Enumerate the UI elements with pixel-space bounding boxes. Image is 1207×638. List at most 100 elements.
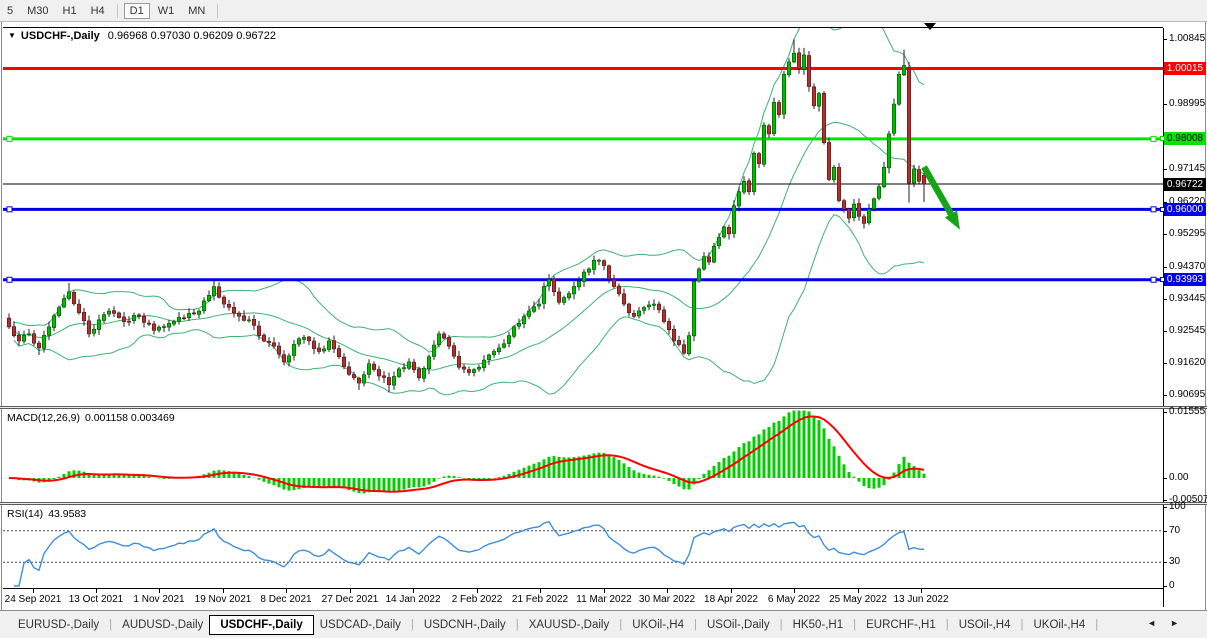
tab-UKOil-H4[interactable]: UKOil-,H4 [1033,618,1086,631]
chart-title: ▼ USDCHF-,Daily 0.96968 0.97030 0.96209 0.… [8,30,276,42]
rsi-indicator-label: RSI(14) 43.9583 [7,508,86,520]
line-handle[interactable] [1160,277,1165,283]
price-badge-0.93993: 0.93993 [1164,273,1206,287]
line-handle[interactable] [6,135,13,142]
rsi-tick-label: 70 [1169,524,1181,536]
axis-tick-mark [1163,562,1167,564]
tab-AUDUSD-Daily[interactable]: AUDUSD-,Daily [122,618,204,631]
trend-arrow-shaft[interactable] [921,165,954,216]
timeframe-button-5[interactable]: 5 [7,4,14,17]
tab-separator: | [619,618,623,631]
window-left-edge [1,22,2,610]
rsi-tick-label: 100 [1169,501,1186,512]
date-tick-label: 25 May 2022 [829,594,887,605]
timeframe-button-D1[interactable]: D1 [123,2,150,19]
tab-separator: | [1095,618,1099,631]
candles [7,39,926,393]
axis-tick-mark [1163,104,1167,106]
date-tick-label: 14 Jan 2022 [385,594,441,605]
tab-USOil-Daily[interactable]: USOil-,Daily [706,618,770,631]
tab-USDCAD-Daily[interactable]: USDCAD-,Daily [319,618,401,631]
line-handle[interactable] [1160,206,1165,212]
tab-USDCNH-Daily[interactable]: USDCNH-,Daily [423,618,506,631]
timeframe-button-H1[interactable]: H1 [62,4,77,17]
bollinger-upper-band [13,28,925,353]
date-tick-mark [540,589,541,593]
axis-tick-mark [1163,586,1167,587]
date-tick-label: 1 Nov 2021 [133,594,185,605]
date-tick-label: 24 Sep 2021 [4,594,62,605]
date-tick-mark [33,589,34,593]
line-handle[interactable] [1150,276,1157,283]
timeframe-button-M30[interactable]: M30 [27,4,49,17]
macd-values: 0.001158 0.003469 [84,412,175,424]
scroll-end-marker-icon[interactable] [924,23,936,30]
line-handle[interactable] [6,276,13,283]
axis-tick-mark [1163,201,1167,203]
line-handle[interactable] [1150,135,1157,142]
price-tick-label: 0.98995 [1169,98,1206,110]
rsi-line [14,520,925,587]
price-chart-canvas[interactable] [3,28,1163,406]
timeframe-button-MN[interactable]: MN [188,4,206,17]
date-tick-mark [794,589,795,593]
line-handle[interactable] [6,206,13,213]
tab-USOil-H4[interactable]: USOil-,H4 [958,618,1011,631]
tab-USDCHF-Daily[interactable]: USDCHF-,Daily [209,614,314,635]
collapse-triangle-icon[interactable]: ▼ [8,31,16,40]
pane-splitter-macd[interactable] [0,406,1207,409]
chart-symbol-label: USDCHF-,Daily [20,30,100,42]
toolbar-separator [217,3,219,18]
line-handle[interactable] [1160,136,1165,142]
date-tick-mark [96,589,97,593]
timeframe-toolbar: 5 M30 H1 H4 D1 W1 MN [0,0,1207,22]
rsi-value: 43.9583 [48,508,87,520]
axis-tick-mark [1163,412,1167,413]
pane-splitter-rsi[interactable] [0,502,1207,505]
time-axis[interactable]: 24 Sep 2021 13 Oct 2021 1 Nov 2021 19 Nov 2… [0,588,1207,608]
toolbar-separator [116,3,118,18]
date-tick-label: 2 Feb 2022 [451,594,503,605]
date-tick-label: 6 May 2022 [767,594,821,605]
trend-arrow-head[interactable] [944,210,960,230]
price-tick-label: 0.91620 [1169,357,1206,369]
tab-scroll-right-icon[interactable]: ► [1170,618,1193,628]
price-tick-label: 0.92545 [1169,324,1206,336]
tab-scroll-left-icon[interactable]: ◄ [1147,618,1171,628]
timeframe-button-W1[interactable]: W1 [157,4,175,17]
axis-tick-mark [1163,499,1167,501]
tab-UKOil-H4[interactable]: UKOil-,H4 [632,618,684,631]
rsi-tick-label: 30 [1169,556,1181,568]
macd-chart-canvas[interactable] [3,409,1163,502]
axis-tick-mark [1163,363,1167,365]
tab-scroll-arrows: ◄► [1147,618,1193,628]
date-tick-mark [159,589,160,593]
date-tick-label: 13 Jun 2022 [893,594,949,605]
date-tick-label: 8 Dec 2021 [260,594,312,605]
main-pane-top-border [3,27,1163,28]
date-tick-label: 27 Dec 2021 [321,594,379,605]
price-axis[interactable] [1163,28,1207,607]
tab-EURUSD-Daily[interactable]: EURUSD-,Daily [18,618,100,631]
price-tick-label: 0.96220 [1169,195,1206,207]
axis-tick-mark [1163,298,1167,300]
line-handle[interactable] [1150,206,1157,213]
macd-name: MACD(12,26,9) [7,412,80,424]
macd-tick-label: 0.01555 [1169,406,1206,417]
rsi-chart-canvas[interactable] [3,505,1163,588]
date-tick-mark [667,589,668,593]
rsi-tick-label: 0 [1169,580,1175,591]
tab-XAUUSD-Daily[interactable]: XAUUSD-,Daily [528,618,610,631]
price-tick-label: 1.00845 [1169,33,1206,45]
tab-HK50-H1[interactable]: HK50-,H1 [792,618,844,631]
macd-tick-label: 0.00 [1169,472,1189,483]
tab-separator: | [109,618,113,631]
window-right-edge [1205,22,1206,610]
tab-EURCHF-H1[interactable]: EURCHF-,H1 [866,618,936,631]
timeframe-button-H4[interactable]: H4 [90,4,105,17]
axis-tick-mark [1163,330,1167,332]
price-badge-0.96000: 0.96000 [1164,202,1206,216]
price-tick-label: 0.90695 [1169,389,1206,401]
tab-separator: | [410,618,414,631]
